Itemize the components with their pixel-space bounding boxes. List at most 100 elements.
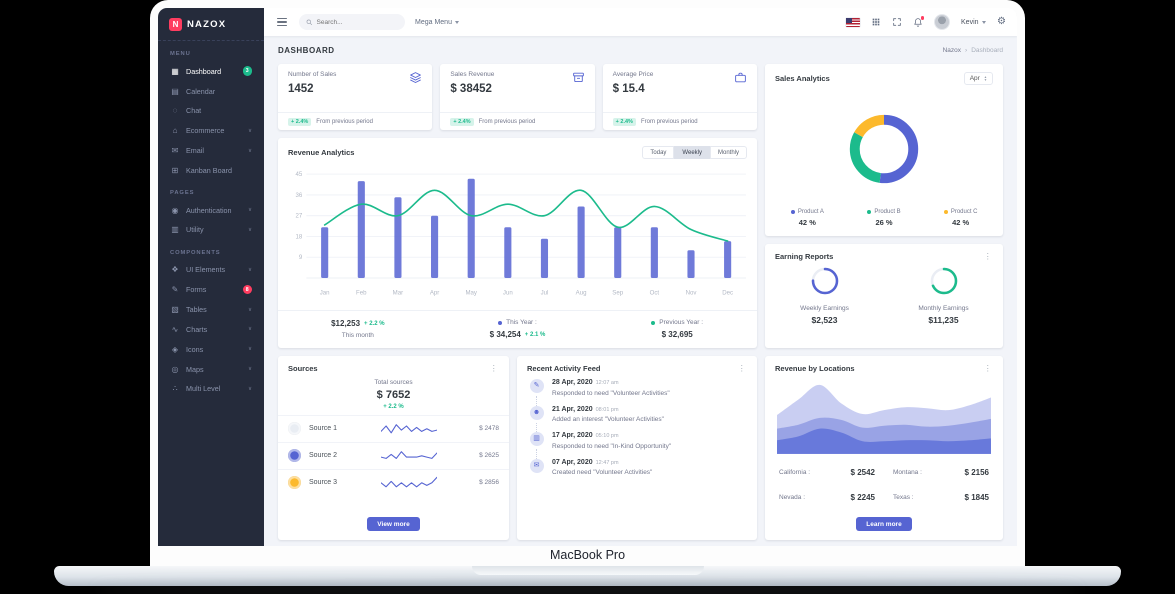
location-value: $ 2156 [964,467,989,477]
location-stat: Montana : $ 2156 [893,463,989,481]
maps-icon: ◎ [171,364,179,374]
sidebar-item-utility[interactable]: ▥ Utility ∨ [158,220,264,240]
macbook-screen: N NAZOX MENU ▦ Dashboard 3 ▤ Calendar ◌ Chat ⌂ Ec… [150,0,1025,566]
dashboard-icon: ▦ [171,66,179,76]
feed-date: 28 Apr, 2020 12:07 am [552,379,619,386]
sidebar-item-forms[interactable]: ✎ Forms 8 [158,280,264,300]
donut-legend-item: Product C 42 % [922,209,999,227]
earning-report-item: Weekly Earnings $2,523 [765,266,884,340]
source-label: Source 1 [309,425,338,432]
stat-title: Sales Revenue [450,71,495,78]
sidebar-item-dashboard[interactable]: ▦ Dashboard 3 [158,61,264,81]
chevron-down-icon [455,20,460,24]
location-label: Montana : [893,468,922,476]
legend-label: Product A [797,208,824,215]
sidebar-item-calendar[interactable]: ▤ Calendar [158,81,264,101]
notifications-bell-icon[interactable] [913,16,925,27]
sidebar-item-label: UI Elements [186,265,226,275]
user-menu[interactable]: Kevin [961,18,987,26]
calendar-icon: ▤ [171,86,179,96]
feed-text: Responded to need "Volunteer Activities" [552,389,670,397]
language-flag-icon[interactable] [846,17,861,27]
stat-cards-row: Number of Sales 1452 + 2.4% From previous p… [278,64,757,130]
locations-stats: California : $ 2542 Montana : $ 2156 Nevada … [765,456,1003,507]
revenue-analytics-chart: 9 18 27 36 45 Jan Feb Mar Apr May Jun Jul Aug Sep Oct N… [278,164,757,310]
feed-time: 08:01 pm [595,406,619,413]
feed-time: 12:47 pm [595,459,619,466]
feed-time: 05:10 pm [595,433,619,439]
stat-delta: + 2.2 % [364,320,385,327]
chevron-down-icon: ∨ [247,366,252,373]
svg-text:Nov: Nov [686,289,698,296]
apps-grid-icon[interactable] [871,17,881,27]
breadcrumb-root[interactable]: Nazox [942,47,962,54]
stat-delta-badge: + 2.4% [612,117,636,126]
chevron-down-icon: ∨ [247,207,252,214]
user-name: Kevin [961,18,979,26]
kebab-menu-icon[interactable]: ⋮ [489,363,499,374]
location-stat: Nevada : $ 2245 [779,488,875,506]
revenue-analytics-card: Revenue Analytics Today Weekly Monthly 9 18… [278,138,757,348]
settings-gear-icon[interactable]: ⚙ [997,16,1006,27]
sidebar-item-label: Email [186,146,204,156]
card-title: Revenue by Locations [775,364,855,373]
sidebar-item-label: Authentication [186,205,232,215]
chevron-down-icon: ∨ [247,147,252,154]
view-more-button[interactable]: View more [367,517,420,531]
user-avatar[interactable] [934,14,951,30]
tab-monthly[interactable]: Monthly [709,146,747,159]
stat-delta: + 2.1 % [524,331,546,338]
authentication-icon: ◉ [171,205,179,215]
store-icon [572,71,585,84]
user-icon: ☻ [529,405,544,420]
svg-text:9: 9 [299,254,303,261]
chevron-down-icon: ∨ [247,385,252,392]
source-icon [288,449,301,462]
search-input[interactable] [316,18,398,26]
sidebar-item-ui-elements[interactable]: ❖ UI Elements ∨ [158,260,264,280]
sidebar-item-kanban-board[interactable]: ⊞ Kanban Board [158,160,264,180]
sidebar-item-ecommerce[interactable]: ⌂ Ecommerce ∨ [158,121,264,141]
mega-menu-button[interactable]: Mega Menu [415,19,460,26]
kebab-menu-icon[interactable]: ⋮ [983,251,993,262]
month-select[interactable]: Apr ▲ ▼ [963,72,993,85]
sidebar-item-multi-level[interactable]: ∴ Multi Level ∨ [158,379,264,399]
source-sparkline [357,448,461,464]
kebab-menu-icon[interactable]: ⋮ [983,363,993,374]
search-box[interactable] [299,14,405,30]
sidebar-item-charts[interactable]: ∿ Charts ∨ [158,320,264,340]
sidebar-item-authentication[interactable]: ◉ Authentication ∨ [158,200,264,220]
page-header: DASHBOARD Nazox › Dashboard [278,43,1003,64]
sidebar-item-chat[interactable]: ◌ Chat [158,101,264,121]
fullscreen-icon[interactable] [892,17,902,27]
tab-today[interactable]: Today [642,146,675,159]
svg-text:May: May [465,289,477,296]
breadcrumb-current: Dashboard [971,47,1003,54]
stat-value: $ 34,254 [489,330,521,339]
source-sparkline [357,421,461,437]
source-icon [288,476,301,489]
earning-label: Monthly Earnings [918,305,969,312]
sidebar-nav: MENU ▦ Dashboard 3 ▤ Calendar ◌ Chat ⌂ Ecommerce ∨… [158,41,264,399]
multi-level-icon: ∴ [172,384,178,394]
sales-analytics-card: Sales Analytics Apr ▲ ▼ Produ [765,64,1003,236]
activity-feed-item: ✎ 28 Apr, 2020 12:07 am Responded to need "… [529,379,745,406]
sidebar-item-icons[interactable]: ◈ Icons ∨ [158,339,264,359]
brand-logo[interactable]: N NAZOX [158,8,264,41]
legend-value: 42 % [798,218,816,227]
stat-value: $ 15.4 [612,82,645,95]
kebab-menu-icon[interactable]: ⋮ [737,363,747,374]
sidebar-item-email[interactable]: ✉ Email ∨ [158,141,264,161]
sidebar-item-maps[interactable]: ◎ Maps ∨ [158,359,264,379]
feed-text: Responded to need "In-Kind Opportunity" [552,442,672,450]
legend-dot-icon [790,209,795,214]
tab-weekly[interactable]: Weekly [674,146,710,159]
earning-report-item: Monthly Earnings $11,235 [884,266,1003,340]
sidebar-item-tables[interactable]: ▧ Tables ∨ [158,300,264,320]
menu-toggle-icon[interactable] [275,16,289,29]
learn-more-button[interactable]: Learn more [856,517,912,531]
brand-logo-icon: N [169,17,182,31]
chevron-down-icon [982,20,987,24]
sources-card: Sources ⋮ Total sources $ 7652 + 2.2 % S… [278,356,509,540]
sidebar-item-label: Tables [186,305,207,315]
